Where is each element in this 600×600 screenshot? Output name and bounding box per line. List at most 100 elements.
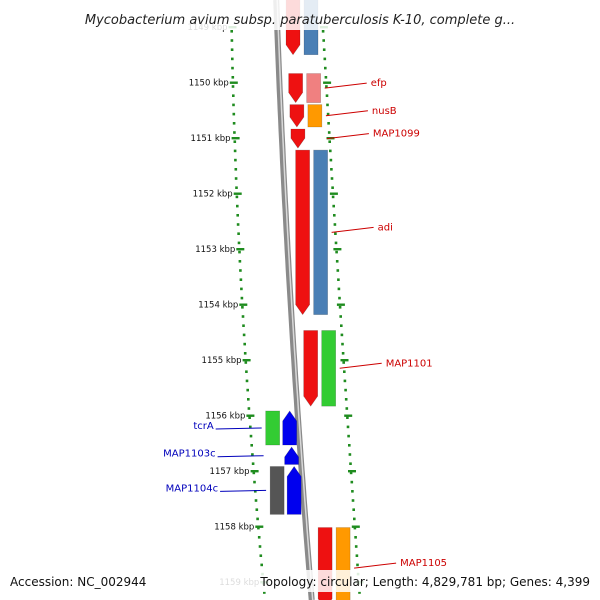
ruler-dot [232,94,235,97]
ruler-dot [235,195,239,199]
ruler-dot [353,517,356,521]
ruler-dot [254,490,257,493]
label-leader [326,133,369,140]
ruler-dot [239,278,243,281]
ruler-dot [233,131,236,134]
ruler-dot [329,149,332,153]
ruler-dot [337,278,340,281]
tick-mark-right [348,470,356,473]
gene-map1099-cds [290,128,306,149]
label-leader [220,489,267,492]
ruler-dot [249,434,253,438]
ruler-dot [344,388,347,392]
ruler-dot [243,342,246,346]
tick-mark-left [236,248,245,251]
tick-mark-right [333,248,342,251]
ruler-dot [230,48,234,51]
ruler-dot [343,370,346,373]
ruler-dot [331,186,334,189]
ruler-dot [230,39,234,42]
gene-nusb-cog [307,104,323,128]
ruler-dot [337,287,341,291]
ruler-dot [246,388,249,392]
tick-label: 1157 kbp [210,467,250,477]
ruler-dot [339,315,342,318]
ruler-dot [349,471,353,475]
tick-mark-left [239,303,248,306]
ruler-dot [237,241,241,245]
ruler-dot [245,379,249,383]
ruler-dot [232,103,235,107]
ruler-dot [258,545,262,548]
ruler-dot [233,140,237,143]
ruler-dot [239,269,242,272]
label-leader [331,226,374,233]
ruler-dot [345,407,349,410]
ruler-dot [350,480,354,484]
ruler-dot [251,462,255,465]
tick-mark-right [340,359,349,362]
ruler-dot [356,563,359,567]
ruler-dot [234,177,238,180]
ruler-dot [242,333,246,337]
gene-label-map1105: MAP1105 [400,558,447,569]
ruler-dot [342,361,345,364]
ruler-dot [343,379,347,383]
ruler-dot [323,57,327,61]
ruler-dot [348,453,352,456]
ruler-dot [231,57,234,61]
ruler-dot [263,591,266,594]
map-title: Mycobacterium avium subsp. paratuberculo… [85,13,515,28]
ruler-dot [346,416,349,419]
tick-mark-right [336,303,345,306]
ruler-dot [336,269,340,272]
gene-tcra-cds [282,410,297,446]
tick-label: 1152 kbp [193,190,233,200]
ruler-dot [333,223,337,226]
ruler-dot [354,545,358,548]
label-leader [325,110,368,117]
tick-mark-right [323,81,332,84]
ruler-dot [351,490,354,493]
ruler-dot [243,352,247,355]
ruler-dot [327,131,331,134]
ruler-dot [231,66,234,70]
backbone-highlight [276,0,314,600]
ruler-dot [241,306,244,309]
ruler-dot [235,186,238,189]
ruler-dot [240,296,244,300]
ruler-dot [236,214,239,217]
tick-mark-left [255,525,264,528]
ruler-dot [344,398,348,401]
title-backdrop [0,0,600,30]
ruler-dot [341,342,344,346]
ruler-dot [349,462,352,465]
ruler-dot [348,444,351,447]
ruler-dot [354,536,357,539]
ruler-dot [252,471,256,475]
ruler-dot [249,425,252,429]
ruler-dot [234,168,238,171]
backbone-line [273,0,315,600]
gene-adi-cog [313,149,328,315]
gene-nusb-cds [289,104,305,128]
tick-mark-right [329,192,338,195]
tick-mark-left [229,81,238,84]
gene-label-map1099: MAP1099 [373,129,420,140]
gene-label-map1104c: MAP1104c [166,483,218,494]
ruler-dot [353,526,357,530]
ruler-dot [236,204,239,208]
ruler-dot [327,122,330,125]
ruler-dot [240,287,243,291]
ruler-dot [242,324,245,327]
gene-map1104c-cog [269,466,285,515]
topology-summary: Topology: circular; Length: 4,829,781 bp… [259,575,590,589]
ruler-dot [325,85,328,88]
ruler-dot [245,370,248,373]
ruler-dot [231,85,235,88]
gene-label-map1101: MAP1101 [386,358,433,369]
tick-mark-right [351,525,360,528]
genome-backbone [273,0,315,600]
gene-label-adi: adi [378,222,393,233]
ruler-dot [248,416,251,419]
